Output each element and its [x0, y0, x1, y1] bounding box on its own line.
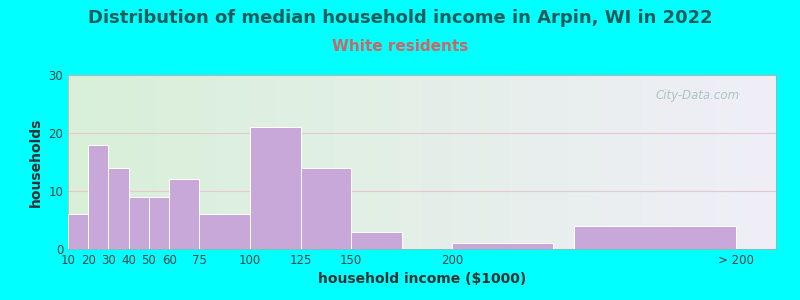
- Text: Distribution of median household income in Arpin, WI in 2022: Distribution of median household income …: [88, 9, 712, 27]
- Bar: [68, 214, 88, 249]
- Y-axis label: households: households: [29, 117, 42, 207]
- Bar: [199, 214, 250, 249]
- Bar: [250, 127, 301, 249]
- X-axis label: household income ($1000): household income ($1000): [318, 272, 526, 286]
- Bar: [351, 232, 402, 249]
- Bar: [452, 243, 554, 249]
- Text: White residents: White residents: [332, 39, 468, 54]
- Bar: [129, 197, 149, 249]
- Bar: [574, 226, 735, 249]
- Bar: [88, 145, 109, 249]
- Bar: [169, 179, 199, 249]
- Bar: [149, 197, 169, 249]
- Bar: [301, 168, 351, 249]
- Bar: [109, 168, 129, 249]
- Text: City-Data.com: City-Data.com: [656, 89, 740, 102]
